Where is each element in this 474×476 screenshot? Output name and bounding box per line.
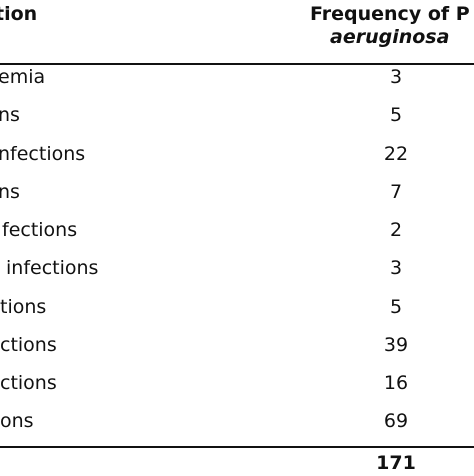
row-value: 2 bbox=[389, 219, 403, 241]
row-label: ctions bbox=[0, 372, 57, 394]
row-value: 39 bbox=[383, 334, 409, 356]
row-value: 5 bbox=[389, 104, 403, 126]
row-label: nfections bbox=[0, 143, 86, 165]
footer-divider bbox=[0, 446, 474, 448]
row-value: 3 bbox=[389, 257, 403, 279]
table-row: fections 2 bbox=[0, 215, 474, 253]
table-row: ctions 16 bbox=[0, 368, 474, 406]
row-value: 69 bbox=[383, 410, 409, 432]
row-label: ons bbox=[0, 410, 34, 432]
row-value: 3 bbox=[389, 66, 403, 88]
row-label: fections bbox=[2, 219, 78, 241]
total-value: 171 bbox=[376, 452, 416, 474]
row-value: 22 bbox=[383, 143, 409, 165]
row-value: 7 bbox=[389, 181, 403, 203]
table-row: ctions 39 bbox=[0, 330, 474, 368]
table-row: emia 3 bbox=[0, 62, 474, 100]
row-value: 16 bbox=[383, 372, 409, 394]
column-header-organism: aeruginosa bbox=[330, 26, 450, 48]
table-row: ons 69 bbox=[0, 406, 474, 444]
row-label: infections bbox=[6, 257, 99, 279]
column-header-infection: tion bbox=[0, 3, 38, 25]
row-value: 5 bbox=[389, 296, 403, 318]
header-divider bbox=[0, 63, 474, 65]
table-row: ns 7 bbox=[0, 177, 474, 215]
column-header-frequency: Frequency of P bbox=[310, 3, 470, 25]
table-row: ns 5 bbox=[0, 100, 474, 138]
row-label: ns bbox=[0, 181, 20, 203]
row-label: tions bbox=[0, 296, 47, 318]
table-row: tions 5 bbox=[0, 292, 474, 330]
row-label: emia bbox=[0, 66, 46, 88]
table-row: infections 3 bbox=[0, 253, 474, 291]
table-row: nfections 22 bbox=[0, 139, 474, 177]
row-label: ns bbox=[0, 104, 20, 126]
row-label: ctions bbox=[0, 334, 57, 356]
